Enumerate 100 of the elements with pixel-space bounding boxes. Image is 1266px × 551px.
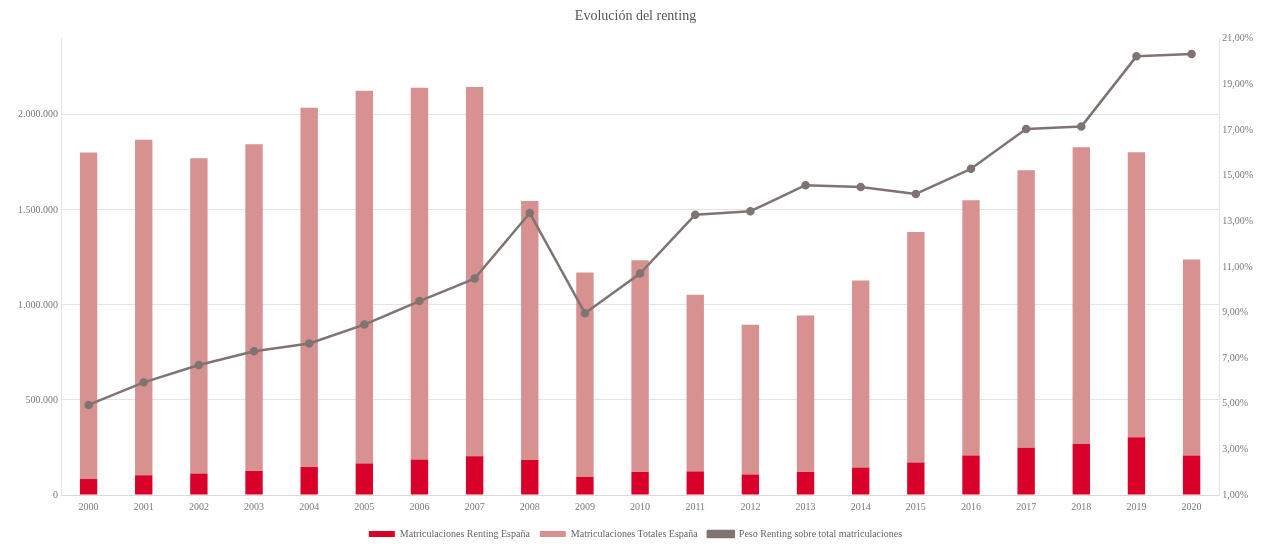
bar [135, 139, 153, 476]
point [194, 360, 204, 370]
bar [631, 260, 649, 472]
y2-tick-label: 17,00% [1222, 123, 1254, 135]
point [635, 269, 645, 278]
point [360, 320, 369, 329]
bar [1127, 437, 1146, 495]
point [690, 210, 700, 219]
point [580, 308, 590, 318]
bar [796, 315, 815, 472]
bar [79, 152, 98, 480]
legend-label: Matriculaciones Renting España [399, 527, 531, 539]
chart-title: Evolución del renting [574, 8, 697, 24]
x-tick-label: 2002 [188, 500, 209, 512]
x-tick-label: 2016 [960, 500, 981, 512]
point [470, 274, 479, 283]
y2-tick-label: 11,00% [1222, 260, 1253, 272]
point [746, 206, 755, 216]
bar [410, 459, 429, 495]
x-tick-label: 2015 [905, 500, 926, 512]
y-tick-label: 2.000.000 [18, 108, 58, 120]
point [139, 378, 148, 387]
bar [300, 107, 318, 467]
point [1077, 122, 1086, 131]
bar [1072, 444, 1090, 495]
bar [1017, 170, 1035, 448]
y2-tick-label: 3,00% [1222, 443, 1249, 455]
x-tick-label: 2014 [850, 500, 871, 512]
bar [686, 471, 704, 495]
bar [741, 474, 760, 495]
bar [1072, 147, 1090, 445]
bar [1182, 455, 1201, 495]
y2-tick-label: 13,00% [1222, 214, 1254, 226]
bar [521, 200, 539, 461]
y2-tick-label: 21,00% [1222, 32, 1254, 44]
y2-tick-label: 1,00% [1222, 488, 1249, 500]
x-tick-label: 2005 [354, 500, 375, 512]
x-tick-label: 2019 [1126, 500, 1147, 512]
bar [1127, 152, 1146, 438]
bar [852, 280, 870, 468]
x-tick-label: 2006 [409, 500, 430, 512]
x-tick-label: 2018 [1071, 500, 1092, 512]
bar [355, 463, 374, 495]
x-tick-label: 2009 [574, 500, 595, 512]
y-tick-label: 0 [53, 488, 58, 500]
bar [907, 232, 925, 463]
x-tick-label: 2011 [685, 500, 706, 512]
x-tick-label: 2020 [1181, 500, 1202, 512]
bar [631, 471, 649, 495]
bar [300, 466, 318, 495]
y2-tick-label: 5,00% [1222, 397, 1249, 409]
x-tick-label: 2017 [1016, 500, 1037, 512]
x-tick-label: 2008 [519, 500, 540, 512]
bar [1017, 447, 1035, 495]
legend-label: Peso Renting sobre total matriculaciones [738, 527, 903, 539]
point [1187, 49, 1196, 59]
y-tick-label: 1.000.000 [18, 298, 58, 310]
bar [465, 456, 484, 495]
bar [962, 455, 980, 495]
point [1021, 124, 1031, 134]
bar [135, 475, 153, 495]
x-tick-label: 2010 [630, 500, 651, 512]
bar [796, 471, 815, 495]
bar [355, 90, 374, 464]
bar [190, 158, 208, 474]
point [304, 339, 314, 348]
bar [190, 473, 208, 495]
y2-tick-label: 9,00% [1222, 306, 1249, 318]
point [84, 400, 93, 410]
point [911, 189, 921, 199]
y2-tick-label: 15,00% [1222, 169, 1254, 181]
bar [576, 272, 594, 477]
bar [962, 200, 980, 456]
x-tick-label: 2001 [133, 500, 154, 512]
bar [686, 294, 704, 472]
bar [576, 476, 594, 495]
point [1132, 52, 1141, 61]
bar [521, 460, 539, 495]
y2-tick-label: 7,00% [1222, 351, 1249, 363]
y-tick-label: 1.500.000 [18, 203, 58, 215]
point [801, 180, 810, 190]
x-tick-label: 2004 [299, 500, 320, 512]
x-tick-label: 2007 [464, 500, 485, 512]
point [966, 164, 976, 174]
bar [741, 324, 760, 475]
bar [245, 144, 263, 471]
x-tick-label: 2003 [244, 500, 265, 512]
bar [245, 470, 263, 495]
bar [852, 467, 870, 495]
bar [79, 479, 98, 495]
y2-tick-label: 19,00% [1222, 78, 1254, 90]
x-tick-label: 2012 [740, 500, 761, 512]
y-tick-label: 500.000 [25, 393, 58, 405]
point [415, 296, 424, 306]
bar [1182, 259, 1201, 456]
point [856, 182, 865, 192]
x-tick-label: 2013 [795, 500, 816, 512]
bar [907, 462, 925, 495]
bar [465, 87, 484, 457]
x-tick-label: 2000 [78, 500, 99, 512]
